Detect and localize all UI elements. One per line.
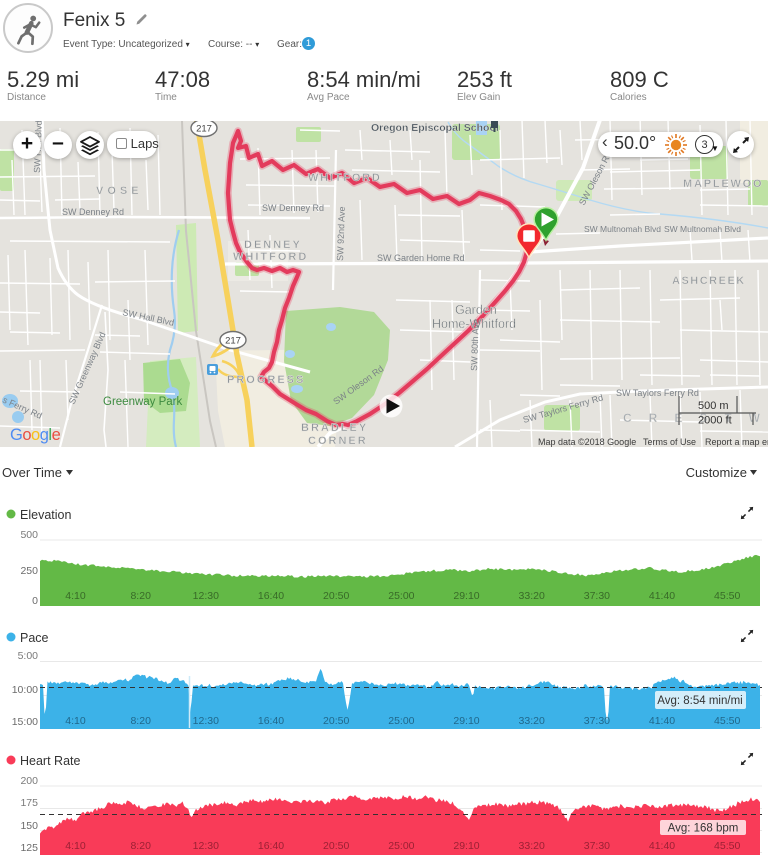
svg-text:2000 ft: 2000 ft	[698, 415, 732, 427]
svg-text:12:30: 12:30	[193, 715, 219, 727]
svg-text:Customize: Customize	[686, 465, 747, 480]
svg-text:Heart Rate: Heart Rate	[20, 754, 80, 768]
svg-text:217: 217	[225, 336, 241, 347]
svg-text:217: 217	[196, 124, 212, 135]
svg-text:41:40: 41:40	[649, 840, 675, 852]
svg-text:CORNER: CORNER	[308, 435, 368, 447]
svg-text:PROGRESS: PROGRESS	[227, 374, 305, 386]
svg-text:16:40: 16:40	[258, 840, 284, 852]
svg-text:500 m: 500 m	[698, 400, 729, 412]
svg-text:Elevation: Elevation	[20, 508, 71, 522]
svg-text:250: 250	[20, 565, 38, 577]
svg-text:SW 92nd Ave: SW 92nd Ave	[335, 206, 347, 261]
svg-text:175: 175	[20, 797, 38, 809]
svg-text:8:20: 8:20	[130, 715, 151, 727]
svg-text:29:10: 29:10	[453, 590, 479, 602]
svg-text:25:00: 25:00	[388, 590, 414, 602]
svg-text:45:50: 45:50	[714, 715, 740, 727]
svg-text:45:50: 45:50	[714, 840, 740, 852]
svg-text:MAPLEWOO: MAPLEWOO	[683, 178, 763, 190]
svg-text:Pace: Pace	[20, 631, 49, 645]
svg-text:4:10: 4:10	[65, 590, 86, 602]
svg-text:BRADLEY: BRADLEY	[301, 422, 368, 434]
svg-text:37:30: 37:30	[584, 590, 610, 602]
svg-text:Avg: 8:54 min/mi: Avg: 8:54 min/mi	[657, 695, 742, 707]
svg-text:Garden: Garden	[455, 303, 497, 317]
svg-text:12:30: 12:30	[193, 590, 219, 602]
svg-text:5:00: 5:00	[18, 650, 39, 662]
svg-text:37:30: 37:30	[584, 840, 610, 852]
svg-text:WHITFORD: WHITFORD	[308, 172, 382, 184]
svg-text:41:40: 41:40	[649, 590, 675, 602]
svg-text:16:40: 16:40	[258, 590, 284, 602]
svg-text:Avg: 168 bpm: Avg: 168 bpm	[668, 823, 739, 835]
svg-text:SW 80th Ave: SW 80th Ave	[469, 319, 481, 371]
svg-text:SW Denney Rd: SW Denney Rd	[262, 203, 324, 213]
svg-text:29:10: 29:10	[453, 840, 479, 852]
svg-text:45:50: 45:50	[714, 590, 740, 602]
svg-text:500: 500	[20, 529, 38, 541]
svg-text:4:10: 4:10	[65, 715, 86, 727]
svg-text:150: 150	[20, 820, 38, 832]
svg-text:Home-Whitford: Home-Whitford	[432, 317, 516, 331]
svg-text:WHITFORD: WHITFORD	[233, 251, 308, 263]
svg-text:20:50: 20:50	[323, 840, 349, 852]
svg-text:29:10: 29:10	[453, 715, 479, 727]
svg-text:SW Garden Home Rd: SW Garden Home Rd	[377, 253, 465, 263]
svg-text:ASHCREEK: ASHCREEK	[672, 275, 746, 287]
svg-text:16:40: 16:40	[258, 715, 284, 727]
svg-text:Report a map erro: Report a map erro	[705, 437, 768, 447]
svg-text:10:00: 10:00	[12, 684, 38, 696]
svg-text:SW Multnomah Blvd: SW Multnomah Blvd	[584, 224, 661, 234]
svg-text:200: 200	[20, 775, 38, 787]
svg-text:0: 0	[32, 595, 38, 607]
svg-text:SW Taylors Ferry Rd: SW Taylors Ferry Rd	[616, 388, 699, 398]
svg-text:20:50: 20:50	[323, 715, 349, 727]
svg-text:4:10: 4:10	[65, 840, 86, 852]
svg-text:Greenway Park: Greenway Park	[103, 396, 183, 408]
svg-text:41:40: 41:40	[649, 715, 675, 727]
svg-text:33:20: 33:20	[519, 590, 545, 602]
svg-text:Terms of Use: Terms of Use	[643, 437, 696, 447]
svg-text:12:30: 12:30	[193, 840, 219, 852]
svg-text:CRESTW: CRESTW	[623, 411, 768, 425]
svg-text:37:30: 37:30	[584, 715, 610, 727]
svg-text:8:20: 8:20	[130, 840, 151, 852]
svg-text:125: 125	[20, 842, 38, 854]
svg-text:15:00: 15:00	[12, 716, 38, 728]
svg-text:DENNEY: DENNEY	[244, 239, 302, 251]
svg-text:Oregon Episcopal School: Oregon Episcopal School	[371, 122, 499, 134]
svg-text:8:20: 8:20	[130, 590, 151, 602]
svg-text:SW Denney Rd: SW Denney Rd	[62, 207, 124, 217]
svg-text:25:00: 25:00	[388, 715, 414, 727]
svg-text:33:20: 33:20	[519, 840, 545, 852]
svg-text:Map data ©2018 Google: Map data ©2018 Google	[538, 437, 636, 447]
svg-text:SW Multnomah Blvd: SW Multnomah Blvd	[664, 224, 741, 234]
svg-text:Over Time: Over Time	[2, 465, 62, 480]
svg-text:20:50: 20:50	[323, 590, 349, 602]
svg-text:VOSE: VOSE	[96, 185, 143, 197]
svg-text:33:20: 33:20	[519, 715, 545, 727]
svg-text:25:00: 25:00	[388, 840, 414, 852]
